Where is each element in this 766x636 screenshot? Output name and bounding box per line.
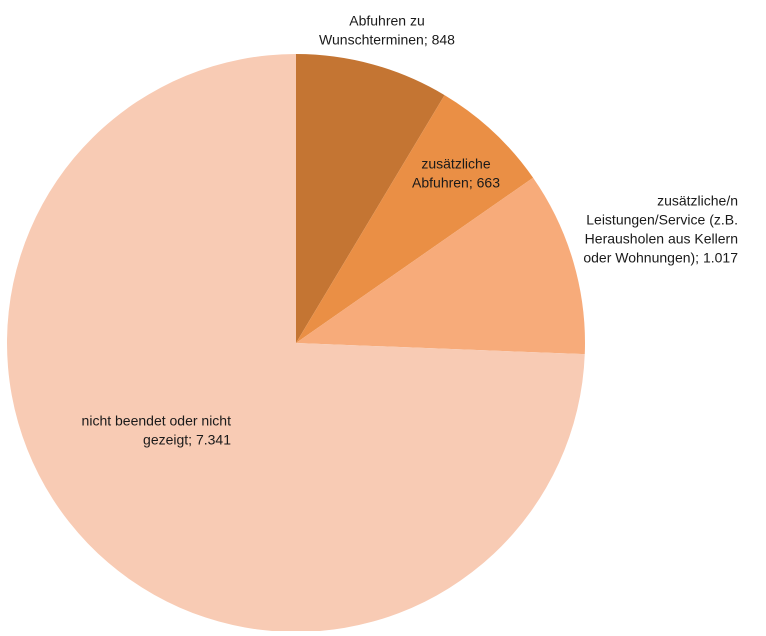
pie-label-line: Herausholen aus Kellern (585, 231, 738, 247)
pie-label-line: Abfuhren; 663 (412, 175, 500, 191)
pie-label-line: zusätzliche (421, 156, 490, 172)
pie-label-nicht-beendet: nicht beendet oder nicht gezeigt; 7.341 (82, 413, 232, 448)
pie-label-line: Abfuhren zu (349, 13, 425, 29)
pie-label-wunschtermine: Abfuhren zu Wunschterminen; 848 (319, 13, 455, 48)
pie-label-leistungen-service: zusätzliche/n Leistungen/Service (z.B. Her… (583, 193, 738, 266)
pie-slice-nicht-beendet (6, 54, 585, 633)
pie-slice-leistungen-service (296, 177, 585, 355)
pie-label-line: Wunschterminen; 848 (319, 32, 455, 48)
pie-label-line: gezeigt; 7.341 (143, 432, 231, 448)
pie-label-line: zusätzliche/n (657, 193, 738, 209)
pie-label-line: oder Wohnungen); 1.017 (583, 250, 738, 266)
pie-label-line: Leistungen/Service (z.B. (586, 212, 738, 228)
pie-label-zusaetzliche-abfuhren: zusätzliche Abfuhren; 663 (412, 156, 500, 191)
pie-slice-wunschtermine (296, 54, 445, 343)
pie-labels: Abfuhren zu Wunschterminen; 848 zusätzlich… (82, 13, 739, 448)
pie-label-line: nicht beendet oder nicht (82, 413, 232, 429)
pie-slice-zusaetzliche-abfuhren (296, 95, 534, 343)
pie-slices (6, 54, 585, 633)
